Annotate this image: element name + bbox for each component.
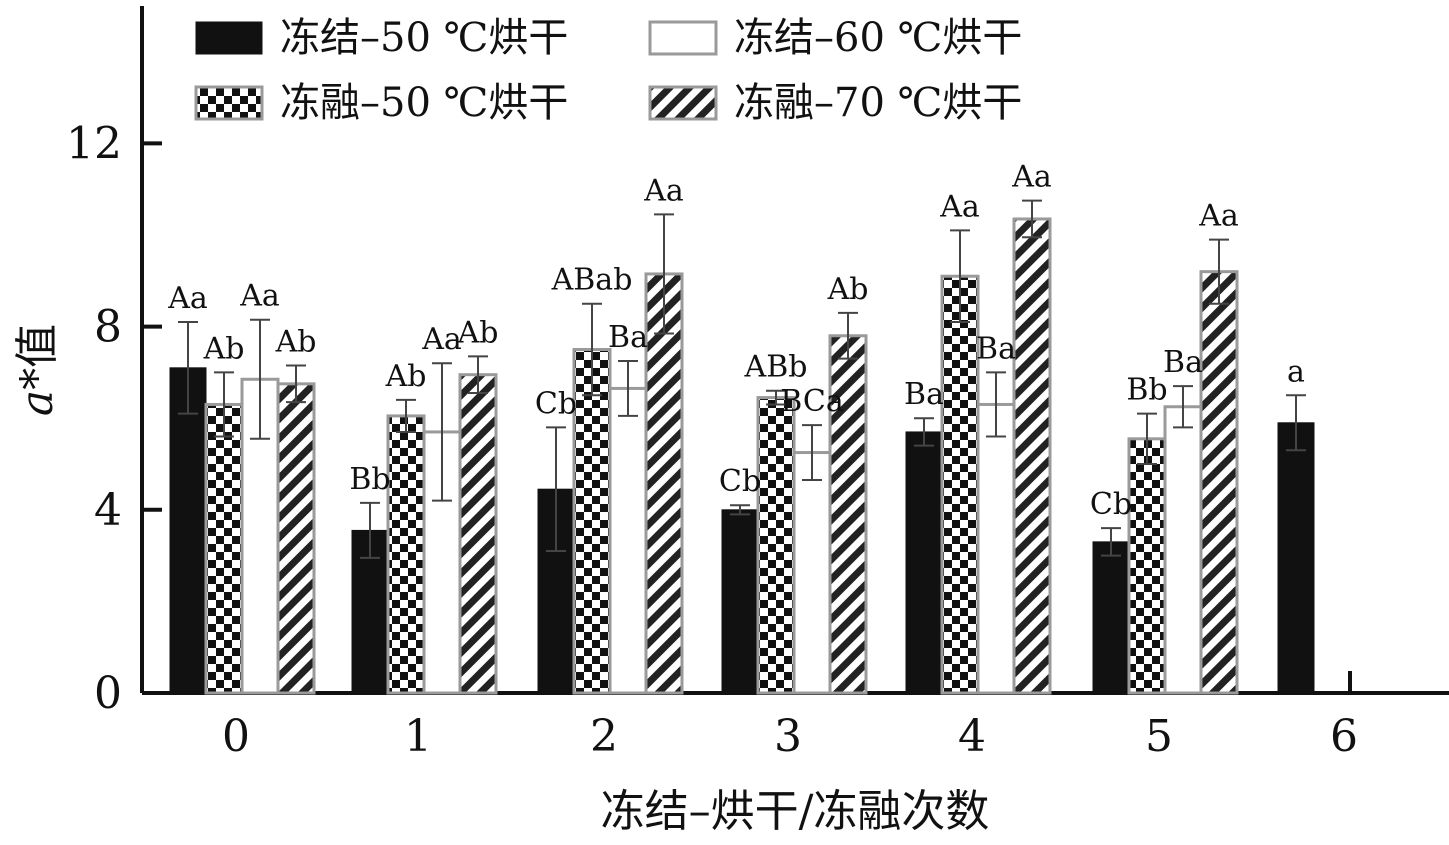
bar xyxy=(1092,541,1130,694)
x-axis-title: 冻结–烘干/冻融次数 xyxy=(601,786,990,837)
bar xyxy=(204,402,244,695)
data-label: ABb xyxy=(744,350,808,385)
legend-swatch xyxy=(648,20,718,56)
data-label: Cb xyxy=(719,464,761,499)
data-label: Ba xyxy=(904,377,944,412)
bar xyxy=(792,451,832,695)
legend-label: 冻融–50 ℃烘干 xyxy=(280,80,568,126)
y-axis-title-italic: a xyxy=(12,390,63,416)
bar xyxy=(905,431,943,694)
bar xyxy=(572,348,612,695)
x-tick-label: 3 xyxy=(774,711,802,762)
data-label: Aa xyxy=(1198,199,1239,234)
legend-label: 冻结–50 ℃烘干 xyxy=(280,15,568,61)
data-label: Bb xyxy=(349,462,390,497)
data-label: Ba xyxy=(608,320,648,355)
data-label: Aa xyxy=(939,189,980,224)
data-label: Cb xyxy=(1090,487,1132,522)
x-tick-label: 1 xyxy=(404,711,432,762)
bar xyxy=(644,272,684,695)
bar xyxy=(276,382,316,695)
y-axis-title-rest: *值 xyxy=(12,324,63,390)
significance-labels: Aa Bb Cb Cb Ba Cb a Ab Ab ABab ABb Aa Bb Aa Aa Ba BCa Ba B… xyxy=(167,160,1305,522)
x-tick-label: 5 xyxy=(1145,711,1173,762)
data-label: Ab xyxy=(275,325,317,360)
bar xyxy=(169,367,207,694)
legend-swatch xyxy=(648,85,718,121)
data-label: Ab xyxy=(203,331,245,366)
legend-swatch xyxy=(194,85,264,121)
data-label: BCa xyxy=(780,384,844,419)
bar xyxy=(1127,437,1167,695)
bar xyxy=(721,509,759,694)
data-label: Aa xyxy=(239,279,280,314)
data-label: ABab xyxy=(551,263,633,298)
bar xyxy=(976,402,1016,695)
bar xyxy=(756,396,796,695)
data-label: a xyxy=(1287,354,1305,389)
data-label: Aa xyxy=(167,281,208,316)
data-label: Aa xyxy=(1011,160,1052,195)
bar xyxy=(828,334,868,695)
legend-label: 冻结–60 ℃烘干 xyxy=(734,15,1022,61)
bars-group xyxy=(169,199,1315,695)
y-tick-label: 4 xyxy=(94,485,122,536)
data-label: Ab xyxy=(385,359,427,394)
data-label: Aa xyxy=(643,173,684,208)
y-tick-label: 0 xyxy=(94,668,122,719)
legend-swatch xyxy=(195,21,263,55)
bar xyxy=(608,386,648,695)
data-label: Cb xyxy=(535,386,577,421)
data-label: Bb xyxy=(1126,373,1167,408)
bar xyxy=(940,274,980,695)
data-label: Ba xyxy=(976,331,1016,366)
data-label: Ab xyxy=(827,272,869,307)
y-axis-title: a*值 xyxy=(12,324,63,416)
bar xyxy=(1199,270,1239,695)
x-tick-label: 6 xyxy=(1330,711,1358,762)
x-tick-label: 2 xyxy=(590,711,618,762)
bar xyxy=(458,373,498,695)
y-tick-label: 8 xyxy=(94,302,122,353)
bar xyxy=(1277,422,1315,694)
bar xyxy=(1012,217,1052,695)
data-label: Ab xyxy=(457,315,499,350)
y-tick-label: 12 xyxy=(66,118,122,169)
data-label: Ba xyxy=(1163,345,1203,380)
bar xyxy=(1163,405,1203,695)
x-tick-label: 0 xyxy=(222,711,250,762)
legend-label: 冻融–70 ℃烘干 xyxy=(734,80,1022,126)
data-label: Aa xyxy=(421,322,462,357)
bar xyxy=(386,414,426,695)
x-tick-label: 4 xyxy=(958,711,986,762)
